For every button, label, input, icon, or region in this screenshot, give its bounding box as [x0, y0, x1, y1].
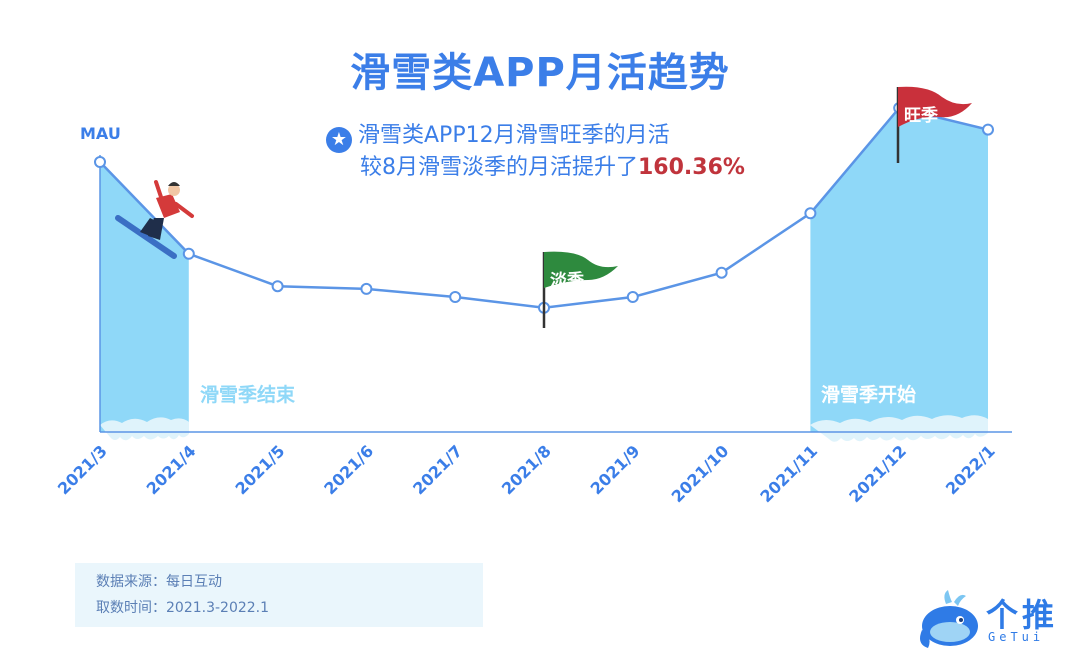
callout-line1: 滑雪类APP12月滑雪旺季的月活 — [358, 123, 670, 148]
source-line1: 数据来源：每日互动 — [96, 574, 222, 590]
data-point — [804, 207, 817, 220]
star-icon: ★ — [326, 127, 352, 153]
x-tick-label: 2021/5 — [231, 441, 288, 498]
line-chart: 2021/3 2021/4 2021/5 2021/6 2021/7 2021/8 2021… — [54, 86, 1012, 506]
data-point — [626, 291, 639, 303]
data-point — [360, 282, 373, 295]
source-box: 数据来源：每日互动 取数时间：2021.3-2022.1 — [75, 563, 483, 627]
low-season-flag-icon: 淡季 — [542, 251, 618, 328]
source-line2: 取数时间：2021.3-2022.1 — [96, 600, 270, 616]
peak-season-flag-icon: 旺季 — [896, 86, 972, 163]
logo-en-text: GeTui — [988, 630, 1045, 644]
x-tick-label: 2021/6 — [320, 441, 377, 498]
whale-logo-icon — [920, 590, 978, 648]
logo-cn-text: 个推 — [986, 596, 1059, 634]
y-axis-label: MAU — [80, 124, 121, 143]
season-end-label: 滑雪季结束 — [200, 383, 296, 406]
x-tick-label: 2021/4 — [143, 441, 200, 498]
x-tick-label: 2021/11 — [756, 441, 821, 506]
season-area-1 — [100, 162, 189, 432]
x-tick-label: 2022/1 — [942, 441, 999, 498]
x-tick-label: 2021/12 — [845, 441, 910, 506]
data-point — [182, 247, 195, 260]
data-point — [715, 266, 728, 279]
snowboarder-icon — [115, 180, 194, 259]
x-tick-label: 2021/10 — [668, 441, 733, 506]
data-point — [94, 156, 106, 168]
callout-line2: 较8月滑雪淡季的月活提升了 — [360, 155, 638, 180]
snow-right-icon — [810, 415, 988, 442]
data-point — [449, 291, 462, 303]
x-tick-label: 2021/3 — [54, 441, 111, 498]
data-point — [982, 123, 994, 136]
season-start-label: 滑雪季开始 — [821, 383, 916, 406]
callout-highlight: 160.36% — [638, 155, 745, 180]
data-point — [271, 280, 284, 293]
season-area-2 — [810, 108, 988, 432]
getui-logo: 个推 GeTui — [916, 586, 1066, 656]
x-tick-label: 2021/8 — [498, 441, 555, 498]
x-tick-label: 2021/9 — [587, 441, 644, 498]
peak-season-flag-label: 旺季 — [904, 105, 938, 126]
low-season-flag-label: 淡季 — [550, 270, 584, 291]
snow-left-icon — [100, 417, 189, 441]
chart-title: 滑雪类APP月活趋势 — [350, 50, 730, 96]
x-tick-label: 2021/7 — [409, 441, 466, 498]
callout: ★ 滑雪类APP12月滑雪旺季的月活 较8月滑雪淡季的月活提升了160.36% — [326, 121, 745, 183]
